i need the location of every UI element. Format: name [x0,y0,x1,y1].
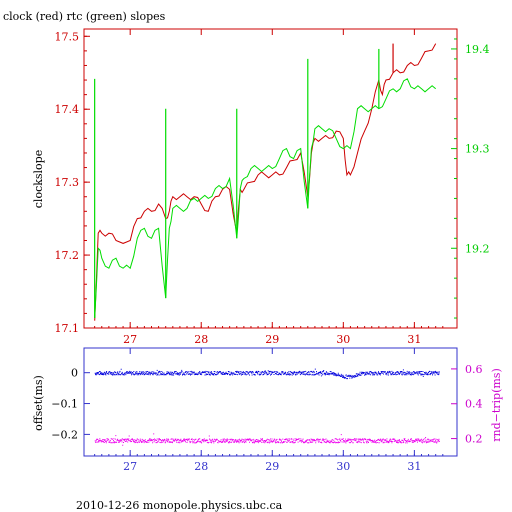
chart-title: clock (red) rtc (green) slopes [3,10,166,23]
bottom-ytick-right-label: 0.6 [465,363,483,376]
top-ytick-right-label: 19.3 [465,143,490,156]
bottom-xtick-label: 30 [336,460,350,473]
bottom-plot-frame [83,347,458,457]
top-axes-group: 27 28 29 30 31 17.1 17.2 17.3 17.4 17.5 19.2 19.3 19… [55,29,490,346]
top-plot-frame [83,28,458,329]
top-series-group [94,43,437,321]
bottom-ylabel-left: offset(ms) [32,375,45,431]
bottom-panel: 27 28 29 30 310−0.1−0.20.60.40.2 offset(ms) … [32,347,503,473]
top-ytick-right-label: 19.2 [465,242,490,255]
top-panel: 27 28 29 30 31 17.1 17.2 17.3 17.4 17.5 19.2 19.3 19… [32,28,490,346]
bottom-ytick-right-label: 0.2 [465,433,483,446]
bottom-ytick-left-label: −0.1 [51,398,78,411]
bottom-xtick-label: 27 [123,460,137,473]
top-ytick-right-label: 19.4 [465,43,490,56]
bottom-ytick-left-label: 0 [71,367,78,380]
top-xtick-label: 27 [123,333,137,346]
clock-series-line [94,43,437,321]
top-xtick-label: 28 [194,333,208,346]
top-ytick-left-label: 17.3 [55,176,80,189]
bottom-xtick-label: 29 [265,460,279,473]
rtc-series-line [94,78,437,319]
bottom-ytick-right-label: 0.4 [465,398,483,411]
top-xtick-label: 31 [407,333,421,346]
bottom-xtick-label: 31 [407,460,421,473]
top-xtick-label: 30 [336,333,350,346]
offset-scatter-points [94,368,440,380]
rnd-trip-scatter-points [94,433,440,446]
bottom-series-group [94,368,440,446]
top-ytick-left-label: 17.5 [55,30,80,43]
footer-text: 2010-12-26 monopole.physics.ubc.ca [76,499,283,512]
top-xtick-label: 29 [265,333,279,346]
bottom-ytick-left-label: −0.2 [51,428,78,441]
bottom-ylabel-right: rnd−trip(ms) [490,368,503,442]
top-ytick-left-label: 17.1 [55,322,80,335]
top-ytick-left-label: 17.2 [55,249,80,262]
bottom-xtick-label: 28 [194,460,208,473]
top-ytick-left-label: 17.4 [55,103,80,116]
top-ylabel: clockslope [32,150,45,208]
bottom-axes-group: 27 28 29 30 31 0 −0.1 −0.2 0.6 0.4 0.2 [51,348,483,473]
